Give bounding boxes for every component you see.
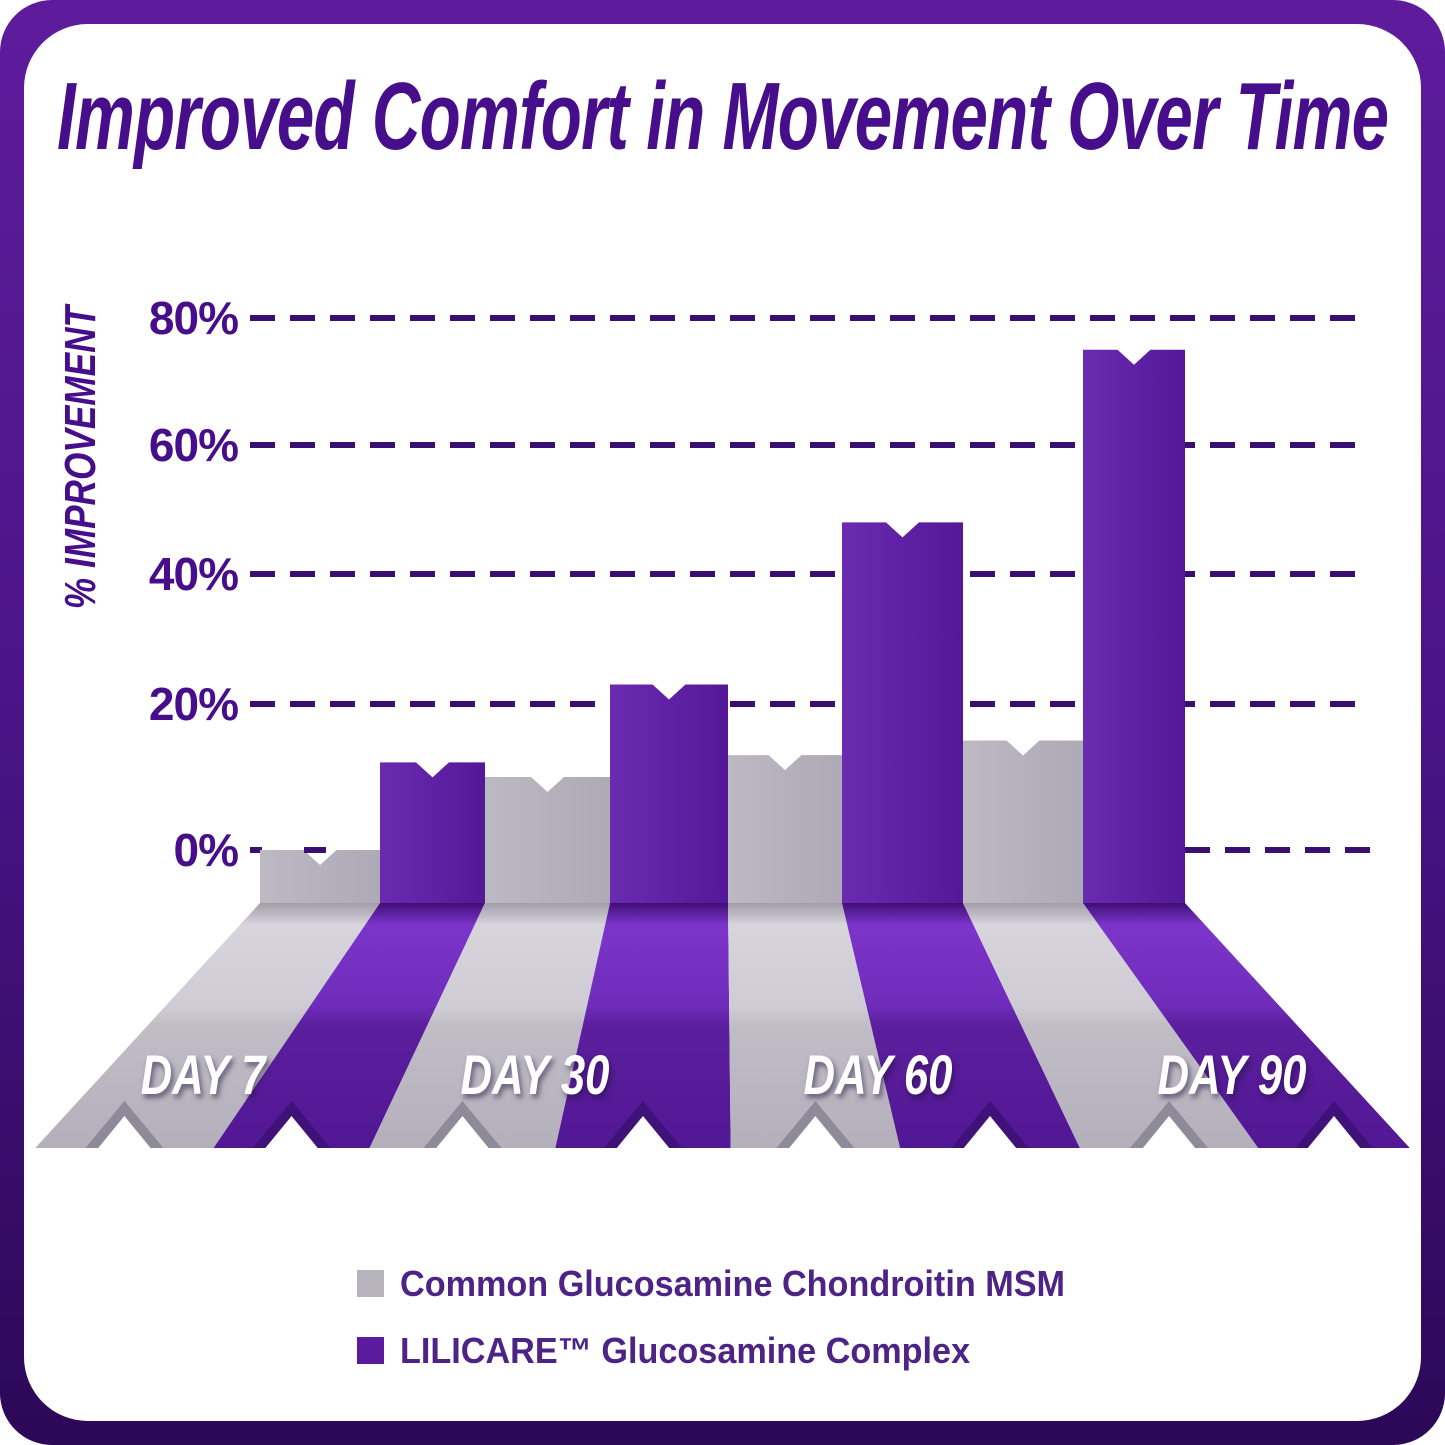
ramp-purple-DAY 90 [1083, 903, 1410, 1148]
notch-cut [962, 1116, 1017, 1149]
x-label-day30: DAY 30 [460, 1043, 610, 1106]
x-label-day60: DAY 60 [803, 1043, 953, 1106]
notch-cut [1142, 1116, 1197, 1149]
ytick-label-80: 80% [149, 292, 238, 344]
legend: Common Glucosamine Chondroitin MSM LILIC… [357, 1263, 1100, 1404]
bar-top-notch [530, 776, 565, 792]
bar-top-notch [1006, 740, 1040, 756]
bar-lilicare-DAY 7 [380, 762, 485, 903]
bar-top-notch [303, 849, 337, 865]
bar-common-DAY 90 [963, 740, 1083, 903]
ytick-label-60: 60% [149, 419, 238, 471]
notch-cut [435, 1116, 490, 1149]
ytick-label-0: 0% [174, 824, 239, 876]
bar-top-notch [1117, 349, 1151, 365]
x-label-day7: DAY 7 [140, 1043, 266, 1106]
x-label-day90: DAY 90 [1157, 1043, 1307, 1106]
ramp-gray-DAY 60 [728, 903, 901, 1148]
ramp-purple-DAY 7 [213, 903, 486, 1148]
legend-swatch-purple [357, 1337, 384, 1364]
legend-label-common: Common Glucosamine Chondroitin MSM [400, 1262, 1065, 1304]
ramp-purple-DAY 30 [555, 903, 731, 1148]
bar-common-DAY 60 [728, 755, 842, 903]
legend-swatch-gray [357, 1270, 384, 1297]
legend-item-common: Common Glucosamine Chondroitin MSM [357, 1263, 1100, 1304]
ramp-gray-DAY 30 [369, 903, 610, 1148]
notch-cut [615, 1116, 670, 1149]
ramp-gray-DAY 90 [963, 903, 1259, 1148]
bar-lilicare-DAY 90 [1083, 349, 1185, 903]
bar-top-notch [415, 761, 450, 778]
notch-cut [97, 1116, 152, 1149]
ytick-label-20: 20% [149, 678, 238, 730]
ytick-label-40: 40% [149, 548, 238, 600]
notch-cut [264, 1116, 319, 1149]
bar-top-notch [885, 521, 920, 538]
notch-cut [788, 1116, 843, 1149]
bar-common-DAY 30 [485, 777, 610, 903]
bar-lilicare-DAY 30 [610, 684, 728, 903]
ramp-gray-DAY 7 [35, 903, 380, 1148]
bar-top-notch [768, 754, 802, 771]
bar-lilicare-DAY 60 [842, 522, 963, 903]
page-title: Improved Comfort in Movement Over Time [57, 63, 1389, 170]
bar-common-DAY 7 [260, 850, 380, 903]
legend-label-lilicare: LILICARE™ Glucosamine Complex [400, 1329, 971, 1371]
ramp-purple-DAY 60 [842, 903, 1080, 1148]
notch-cut [1306, 1116, 1361, 1149]
bar-top-notch [652, 684, 686, 700]
legend-item-lilicare: LILICARE™ Glucosamine Complex [357, 1330, 1100, 1371]
